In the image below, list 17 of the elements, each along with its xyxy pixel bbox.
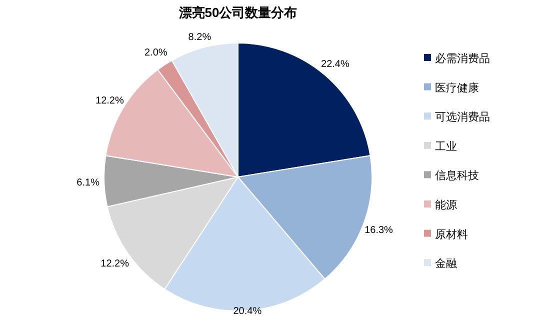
data-label: 6.1%	[76, 178, 100, 189]
data-label: 16.3%	[364, 224, 394, 236]
chart-title: 漂亮50公司数量分布	[178, 5, 298, 20]
data-label: 12.2%	[100, 258, 130, 270]
legend-label: 金融	[435, 258, 457, 270]
legend-label: 原材料	[435, 228, 468, 241]
data-label: 20.4%	[233, 306, 262, 317]
data-label: 22.4%	[321, 58, 350, 70]
legend-label: 能源	[435, 198, 457, 212]
legend-label: 可选消费品	[435, 110, 490, 124]
data-label: 2.0%	[144, 47, 168, 58]
data-label: 8.2%	[188, 32, 212, 43]
data-label: 12.2%	[96, 95, 124, 106]
legend-label: 工业	[435, 140, 457, 153]
legend-label: 信息科技	[435, 169, 479, 182]
legend-label: 必需消费品	[435, 52, 490, 65]
legend-label: 医疗健康	[435, 81, 479, 94]
